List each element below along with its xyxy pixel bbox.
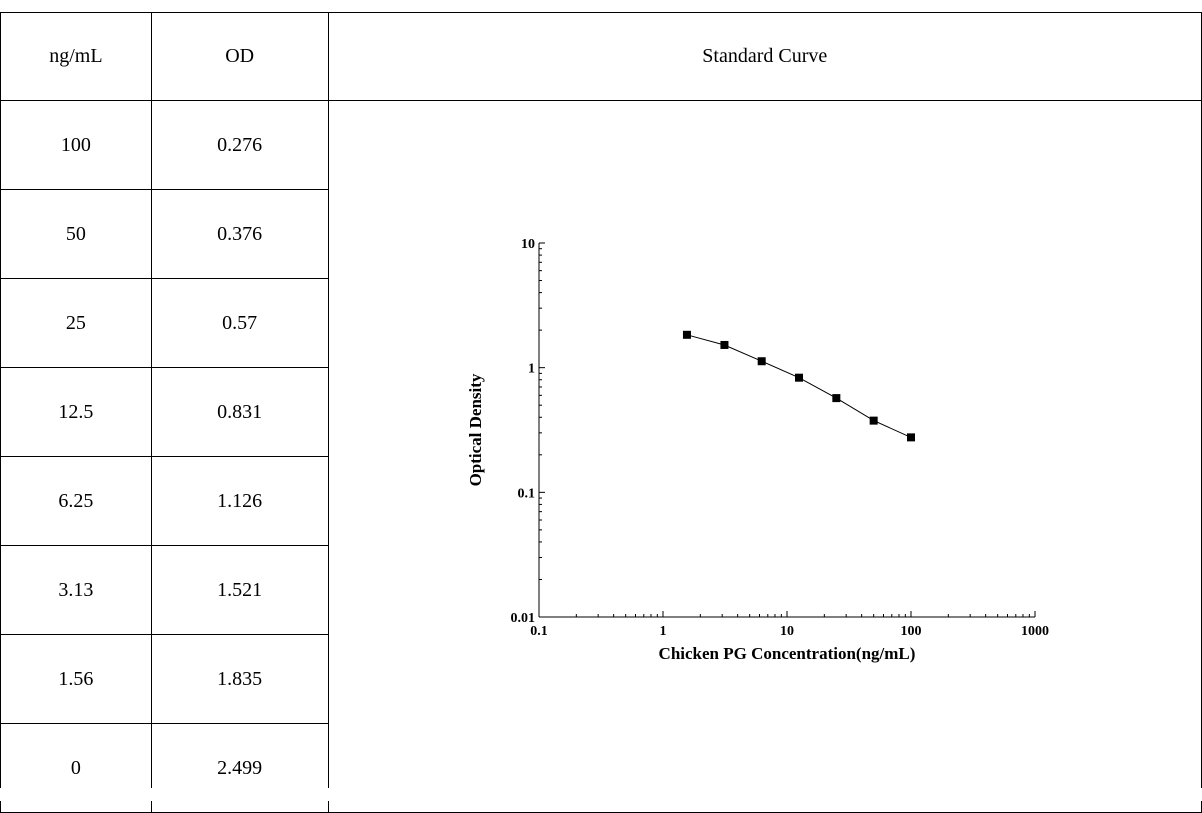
concentration-cell: 3.13 bbox=[0, 545, 152, 635]
od-cell: 0.276 bbox=[150, 100, 329, 190]
bottom-cover bbox=[0, 788, 1202, 801]
x-tick-label: 1000 bbox=[1021, 624, 1049, 639]
y-axis-label: Optical Density bbox=[466, 373, 485, 486]
table-row: 6.25 1.126 bbox=[0, 456, 1202, 546]
data-point-marker bbox=[794, 373, 803, 382]
standard-curve-table: ng/mL OD Standard Curve 100 0.276 0.1 1 10… bbox=[0, 12, 1202, 813]
data-point-marker bbox=[757, 357, 766, 366]
y-tick-label: 1 bbox=[528, 362, 535, 377]
y-tick-label: 0.1 bbox=[517, 486, 535, 501]
x-tick-label: 0.1 bbox=[530, 624, 548, 639]
od-cell: 1.835 bbox=[150, 634, 329, 724]
x-tick-label: 100 bbox=[900, 624, 921, 639]
y-tick-label: 0.01 bbox=[510, 611, 535, 626]
x-axis-label: Chicken PG Concentration(ng/mL) bbox=[658, 644, 915, 663]
concentration-cell: 6.25 bbox=[0, 456, 152, 546]
od-cell: 1.521 bbox=[150, 545, 329, 635]
data-point-marker bbox=[682, 330, 691, 339]
table-row: 25 0.57 bbox=[0, 278, 1202, 368]
data-point-marker bbox=[719, 340, 728, 349]
concentration-cell: 100 bbox=[0, 100, 152, 190]
concentration-cell: 25 bbox=[0, 278, 152, 368]
data-point-marker bbox=[906, 433, 915, 442]
data-point-marker bbox=[869, 416, 878, 425]
od-cell: 0.57 bbox=[150, 278, 329, 368]
y-tick-label: 10 bbox=[521, 237, 535, 252]
od-cell: 0.376 bbox=[150, 189, 329, 279]
x-tick-label: 1 bbox=[659, 624, 666, 639]
x-tick-label: 10 bbox=[780, 624, 794, 639]
concentration-cell: 1.56 bbox=[0, 634, 152, 724]
data-point-marker bbox=[831, 394, 840, 403]
table-row: 100 0.276 0.1 1 10 100 1000 0.01 0.1 1 10 Chicken… bbox=[0, 100, 1202, 813]
table-row: 1.56 1.835 bbox=[0, 634, 1202, 724]
od-cell: 1.126 bbox=[150, 456, 329, 546]
concentration-cell: 50 bbox=[0, 189, 152, 279]
chart-cell: 0.1 1 10 100 1000 0.01 0.1 1 10 Chicken PG Concen… bbox=[327, 100, 1202, 813]
header-concentration: ng/mL bbox=[0, 12, 152, 101]
concentration-cell: 12.5 bbox=[0, 367, 152, 457]
header-standard-curve: Standard Curve bbox=[327, 12, 1202, 101]
od-cell: 0.831 bbox=[150, 367, 329, 457]
header-row: ng/mL OD Standard Curve bbox=[0, 12, 1202, 101]
table-row: 12.5 0.831 bbox=[0, 367, 1202, 457]
header-od: OD bbox=[150, 12, 329, 101]
table-row: 3.13 1.521 bbox=[0, 545, 1202, 635]
